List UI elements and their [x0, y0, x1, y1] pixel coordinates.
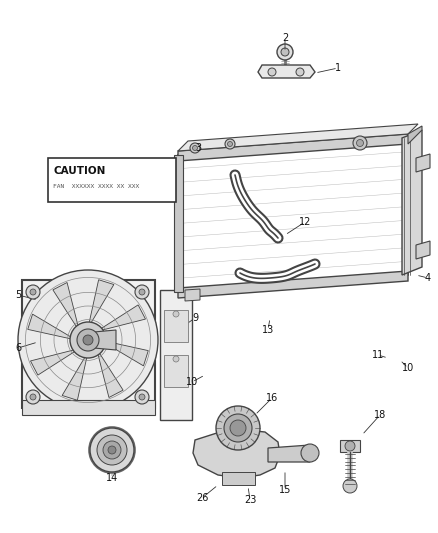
Text: 18: 18 [374, 410, 386, 420]
Circle shape [190, 143, 200, 153]
Circle shape [353, 136, 367, 150]
Circle shape [296, 68, 304, 76]
Polygon shape [193, 430, 280, 478]
Text: 3: 3 [195, 143, 201, 153]
Circle shape [277, 44, 293, 60]
Text: 16: 16 [266, 393, 278, 403]
Circle shape [83, 335, 93, 345]
Polygon shape [268, 445, 310, 462]
Circle shape [135, 285, 149, 299]
Circle shape [26, 285, 40, 299]
Circle shape [30, 289, 36, 295]
Polygon shape [22, 400, 155, 415]
Text: 10: 10 [402, 363, 414, 373]
Polygon shape [416, 154, 430, 172]
Circle shape [216, 406, 260, 450]
Text: 13: 13 [262, 325, 274, 335]
Polygon shape [258, 65, 315, 78]
Text: 2: 2 [282, 33, 288, 43]
Circle shape [139, 289, 145, 295]
Polygon shape [164, 310, 188, 342]
Circle shape [268, 68, 276, 76]
Circle shape [26, 390, 40, 404]
Circle shape [108, 446, 116, 454]
Text: CAUTION: CAUTION [54, 166, 106, 176]
Text: 9: 9 [192, 313, 198, 323]
Circle shape [70, 322, 106, 358]
FancyBboxPatch shape [48, 158, 176, 202]
Circle shape [225, 139, 235, 149]
Polygon shape [340, 440, 360, 452]
Circle shape [90, 428, 134, 472]
Circle shape [18, 270, 158, 410]
Polygon shape [94, 330, 116, 350]
Text: 26: 26 [196, 493, 208, 503]
Polygon shape [28, 314, 76, 340]
Circle shape [345, 441, 355, 451]
Polygon shape [53, 282, 80, 332]
Text: 4: 4 [425, 273, 431, 283]
Polygon shape [185, 289, 200, 301]
Polygon shape [178, 134, 408, 161]
Polygon shape [88, 280, 114, 328]
Circle shape [357, 140, 364, 147]
Polygon shape [178, 271, 408, 298]
Circle shape [77, 329, 99, 351]
Text: 14: 14 [106, 473, 118, 483]
Polygon shape [62, 352, 88, 400]
Circle shape [230, 420, 246, 436]
Circle shape [173, 311, 179, 317]
Polygon shape [100, 340, 148, 366]
Circle shape [139, 394, 145, 400]
Circle shape [173, 356, 179, 362]
Circle shape [103, 441, 121, 459]
Polygon shape [416, 241, 430, 259]
Polygon shape [164, 355, 188, 387]
Text: FAN  XXXXXX XXXX XX XXX: FAN XXXXXX XXXX XX XXX [53, 184, 139, 189]
Polygon shape [96, 305, 145, 332]
Circle shape [301, 444, 319, 462]
Text: 10: 10 [186, 377, 198, 387]
Circle shape [224, 414, 252, 442]
Polygon shape [402, 130, 422, 275]
Polygon shape [160, 290, 192, 420]
Text: 5: 5 [15, 290, 21, 300]
Text: 15: 15 [279, 485, 291, 495]
Polygon shape [222, 472, 255, 485]
Circle shape [135, 390, 149, 404]
Polygon shape [96, 349, 123, 398]
Text: 6: 6 [15, 343, 21, 353]
Polygon shape [178, 138, 408, 292]
Circle shape [227, 141, 233, 147]
Circle shape [281, 48, 289, 56]
Text: 12: 12 [299, 217, 311, 227]
Circle shape [30, 394, 36, 400]
Circle shape [343, 479, 357, 493]
Polygon shape [408, 126, 422, 144]
Polygon shape [174, 155, 183, 292]
Polygon shape [22, 280, 155, 408]
Polygon shape [31, 349, 80, 375]
Text: 1: 1 [335, 63, 341, 73]
Circle shape [97, 435, 127, 465]
Text: 11: 11 [372, 350, 384, 360]
Text: 23: 23 [244, 495, 256, 505]
Polygon shape [178, 124, 418, 151]
Circle shape [192, 146, 198, 150]
